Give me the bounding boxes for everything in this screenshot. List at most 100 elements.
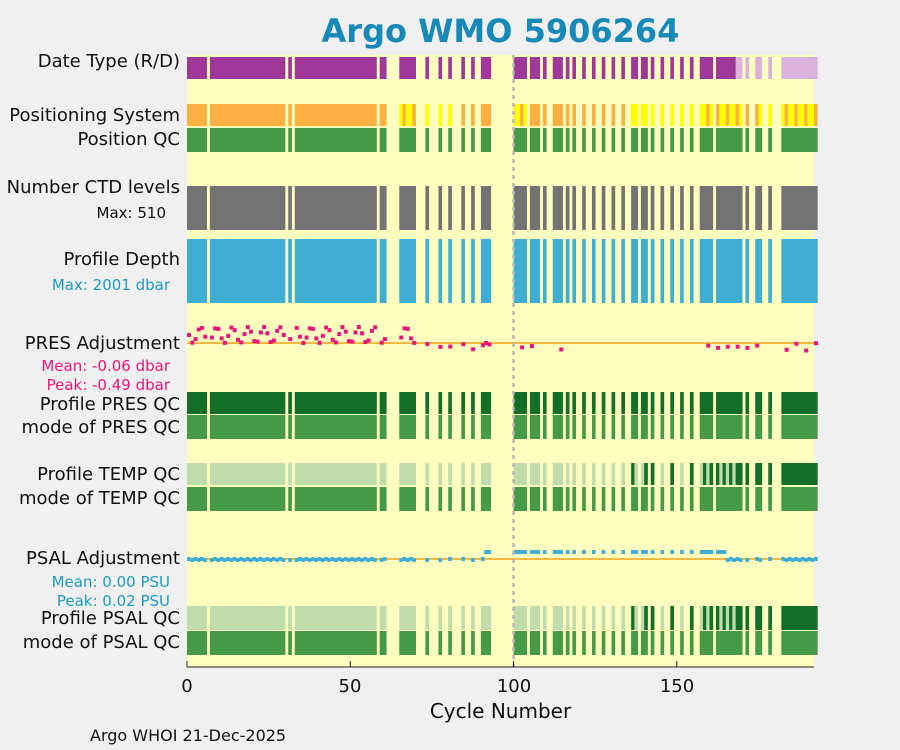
position-qc-cell	[582, 128, 586, 152]
profile-pres-qc-cell	[735, 392, 740, 414]
positioning-system-cell	[520, 104, 524, 126]
profile-psal-qc-cell	[222, 606, 227, 630]
ctd-levels-cell	[800, 186, 805, 230]
date-type-cell	[356, 57, 361, 79]
date-type-cell	[582, 57, 586, 79]
position-qc-cell	[621, 128, 625, 152]
psal-adjustment-point	[480, 557, 485, 561]
mode-psal-qc-cell	[307, 631, 312, 655]
pres-adjustment-point	[271, 338, 276, 343]
mode-temp-qc-cell	[379, 487, 384, 511]
profile-temp-qc-cell	[611, 463, 616, 485]
mode-temp-qc-cell	[565, 487, 570, 511]
profile-psal-qc-cell	[689, 606, 694, 630]
mode-pres-qc-cell	[516, 415, 521, 439]
pres-adjustment-point	[265, 331, 270, 336]
mode-psal-qc-cell	[745, 631, 750, 655]
positioning-system-cell	[513, 104, 518, 126]
mode-temp-qc-cell	[369, 487, 374, 511]
mode-temp-qc-cell	[729, 487, 733, 511]
mode-temp-qc-cell	[278, 487, 283, 511]
mode-pres-qc-cell	[520, 415, 524, 439]
position-qc-cell	[670, 128, 674, 152]
profile-depth-cell	[379, 239, 384, 303]
profile-pres-qc-cell	[203, 392, 207, 414]
position-qc-cell	[480, 128, 485, 152]
profile-psal-qc-cell	[729, 606, 733, 630]
pres-adjustment-point	[480, 343, 485, 348]
profile-psal-qc-cell	[402, 606, 407, 630]
profile-psal-qc-cell	[787, 606, 792, 630]
mode-pres-qc-cell	[631, 415, 635, 439]
profile-psal-qc-cell	[611, 606, 616, 630]
ctd-levels-cell	[758, 186, 763, 230]
profile-depth-cell	[366, 239, 371, 303]
date-type-cell	[245, 57, 250, 79]
profile-temp-qc-cell	[402, 463, 407, 485]
profile-psal-qc-cell	[232, 606, 237, 630]
mode-temp-qc-cell	[791, 487, 795, 511]
mode-psal-qc-cell	[242, 631, 247, 655]
date-type-cell	[438, 57, 443, 79]
profile-pres-qc-cell	[219, 392, 224, 414]
profile-psal-qc-cell	[768, 606, 772, 630]
date-type-cell	[461, 57, 465, 79]
profile-depth-cell	[320, 239, 325, 303]
position-qc-cell	[814, 128, 818, 152]
psal-adjustment-point	[337, 557, 341, 561]
profile-depth-cell	[353, 239, 358, 303]
date-type-cell	[337, 57, 341, 79]
position-qc-cell	[373, 128, 377, 152]
profile-temp-qc-cell	[239, 463, 243, 485]
profile-depth-cell	[330, 239, 335, 303]
positioning-system-cell	[363, 104, 368, 126]
profile-pres-qc-cell	[702, 392, 707, 414]
pres-adjustment-point	[187, 333, 191, 337]
mode-temp-qc-cell	[552, 487, 557, 511]
ctd-levels-cell	[732, 186, 737, 230]
mode-psal-qc-cell	[484, 631, 488, 655]
profile-temp-qc-cell	[552, 463, 557, 485]
positioning-system-cell	[644, 104, 648, 126]
psal-adjustment-point	[725, 558, 730, 562]
profile-pres-qc-cell	[356, 392, 361, 414]
pres-adjustment-point	[226, 333, 231, 338]
ctd-levels-cell	[226, 186, 230, 230]
psal-adjustment-point	[425, 558, 430, 562]
psal-adjustment-point	[200, 557, 204, 561]
profile-depth-cell	[699, 239, 704, 303]
position-qc-cell	[203, 128, 207, 152]
profile-temp-qc-cell	[382, 463, 387, 485]
psal-adjustment-point	[350, 557, 354, 561]
mode-temp-qc-cell	[529, 487, 534, 511]
profile-pres-qc-cell	[222, 392, 227, 414]
profile-pres-qc-cell	[784, 392, 789, 414]
psal-adjustment-point	[275, 558, 279, 562]
date-type-cell	[262, 57, 266, 79]
profile-pres-qc-cell	[787, 392, 792, 414]
mode-temp-qc-cell	[513, 487, 518, 511]
mode-temp-qc-cell	[680, 487, 684, 511]
pres-adjustment-point	[196, 327, 201, 332]
mode-pres-qc-cell	[412, 415, 416, 439]
profile-pres-qc-cell	[337, 392, 341, 414]
ctd-levels-cell	[258, 186, 263, 230]
profile-temp-qc-cell	[350, 463, 354, 485]
ctd-levels-cell	[343, 186, 348, 230]
mode-temp-qc-cell	[239, 487, 243, 511]
profile-depth-cell	[660, 239, 665, 303]
positioning-system-cell	[807, 104, 812, 126]
date-type-cell	[409, 57, 413, 79]
psal-adjustment-point	[298, 557, 302, 561]
positioning-system-cell	[758, 104, 763, 126]
mode-pres-qc-cell	[729, 415, 733, 439]
date-type-cell	[814, 57, 818, 79]
date-type-cell	[719, 57, 723, 79]
psal-adjustment-point	[304, 557, 309, 561]
psal-adjustment-point	[382, 557, 387, 561]
profile-depth-cell	[200, 239, 204, 303]
date-type-cell	[239, 57, 243, 79]
profile-pres-qc-cell	[794, 392, 799, 414]
ctd-levels-cell	[640, 186, 645, 230]
ctd-levels-cell	[784, 186, 789, 230]
